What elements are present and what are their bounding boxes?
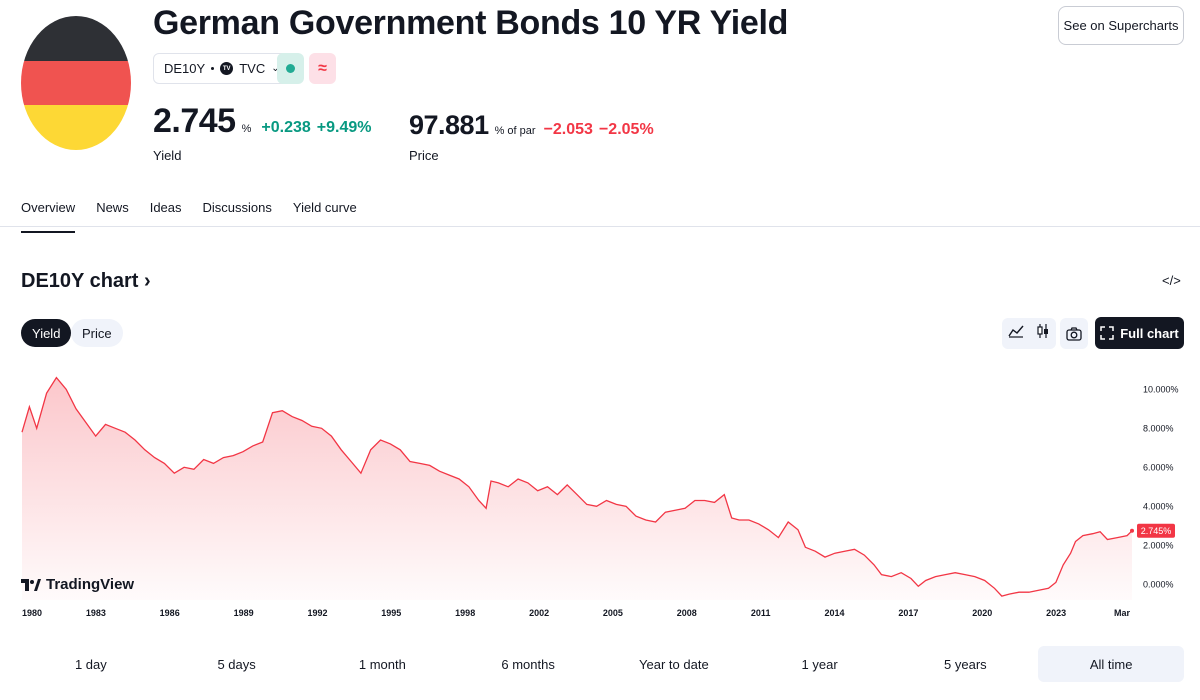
x-tick-label: 1986 bbox=[160, 608, 180, 618]
yield-chart[interactable]: 0.000% 2.000% 4.000% 6.000% 8.000% 10.000% 19… bbox=[0, 360, 1200, 630]
y-tick-label: 6.000% bbox=[1143, 462, 1174, 472]
range-1-month[interactable]: 1 month bbox=[358, 656, 406, 672]
price-toggle-button[interactable]: Price bbox=[71, 319, 123, 347]
full-chart-label: Full chart bbox=[1120, 325, 1179, 341]
range-6-months[interactable]: 6 months bbox=[501, 656, 555, 672]
yield-change-percent: +9.49% bbox=[316, 119, 372, 136]
tab-discussions[interactable]: Discussions bbox=[202, 200, 272, 215]
yield-line-series bbox=[21, 376, 1133, 597]
y-tick-label: 2.000% bbox=[1143, 540, 1174, 550]
tradingview-logo-icon bbox=[21, 578, 41, 591]
germany-flag-icon bbox=[21, 16, 131, 150]
y-tick-label: 4.000% bbox=[1143, 501, 1174, 511]
range-5-days[interactable]: 5 days bbox=[217, 656, 256, 672]
tab-ideas[interactable]: Ideas bbox=[149, 200, 182, 215]
x-tick-label: 1983 bbox=[86, 608, 106, 618]
x-tick-label: 1980 bbox=[22, 608, 42, 618]
tradingview-badge-icon: TV bbox=[220, 62, 234, 75]
embed-code-icon[interactable]: </> bbox=[1162, 273, 1181, 288]
tab-yield-curve[interactable]: Yield curve bbox=[292, 200, 357, 215]
chevron-right-icon: › bbox=[138, 270, 151, 292]
time-range-selector: 1 day 5 days 1 month 6 months Year to da… bbox=[18, 646, 1184, 682]
separator-dot bbox=[211, 67, 215, 70]
tradingview-logo-text: TradingView bbox=[46, 576, 135, 593]
yield-label: Yield bbox=[153, 148, 182, 163]
x-tick-label: 2023 bbox=[1046, 608, 1066, 618]
x-tick-label: 1992 bbox=[307, 608, 327, 618]
price-value: 97.881 bbox=[409, 110, 489, 140]
yield-unit: % bbox=[241, 123, 252, 135]
chart-heading-text: DE10Y chart bbox=[21, 270, 139, 292]
range-5-years[interactable]: 5 years bbox=[944, 656, 987, 672]
exchange-label: TVC bbox=[239, 61, 266, 76]
see-on-supercharts-button[interactable]: See on Supercharts bbox=[1058, 6, 1184, 45]
market-status-icon[interactable] bbox=[277, 53, 304, 84]
x-tick-label: 2002 bbox=[529, 608, 549, 618]
x-tick-label: 1989 bbox=[234, 608, 254, 618]
yield-quote: 2.745 % +0.238 +9.49% bbox=[153, 102, 371, 141]
x-tick-label: 2005 bbox=[603, 608, 623, 618]
x-tick-label: 2014 bbox=[824, 608, 844, 618]
y-tick-label: 8.000% bbox=[1143, 423, 1174, 433]
x-tick-label: 1998 bbox=[455, 608, 475, 618]
fullscreen-icon bbox=[1100, 326, 1114, 340]
delayed-data-icon[interactable]: ≈ bbox=[309, 53, 336, 84]
x-tick-label: 1995 bbox=[381, 608, 401, 618]
x-tick-label: 2011 bbox=[751, 608, 771, 618]
yield-value: 2.745 bbox=[153, 102, 236, 140]
chart-heading-link[interactable]: DE10Y chart › bbox=[21, 270, 151, 293]
candlestick-icon[interactable] bbox=[1036, 323, 1050, 344]
chevron-down-icon: ⌄ bbox=[271, 63, 280, 74]
yield-change: +0.238 bbox=[261, 119, 311, 136]
last-value-label: 2.745% bbox=[1141, 526, 1172, 536]
section-tabs: Overview News Ideas Discussions Yield cu… bbox=[21, 200, 357, 233]
price-change: −2.053 bbox=[543, 121, 593, 138]
x-tick-label: 2008 bbox=[677, 608, 697, 618]
range-year-to-date[interactable]: Year to date bbox=[639, 656, 709, 672]
price-change-percent: −2.05% bbox=[598, 121, 654, 138]
price-label: Price bbox=[409, 148, 439, 163]
x-tick-label: 2017 bbox=[898, 608, 918, 618]
symbol-selector[interactable]: DE10Y TV TVC ⌄ bbox=[153, 53, 291, 84]
x-tick-label: Mar bbox=[1114, 608, 1131, 618]
chart-style-group bbox=[1002, 318, 1056, 349]
camera-icon[interactable] bbox=[1060, 318, 1088, 349]
price-unit: % of par bbox=[494, 125, 536, 137]
tradingview-logo: TradingView bbox=[21, 576, 134, 593]
range-1-year[interactable]: 1 year bbox=[801, 656, 838, 672]
range-all-time[interactable]: All time bbox=[1038, 646, 1184, 682]
yield-toggle-button[interactable]: Yield bbox=[21, 319, 72, 347]
y-tick-label: 0.000% bbox=[1143, 579, 1174, 589]
area-chart-icon[interactable] bbox=[1008, 324, 1024, 343]
symbol-label: DE10Y bbox=[164, 61, 206, 76]
tabs-divider bbox=[0, 226, 1200, 227]
last-value-badge bbox=[1137, 523, 1175, 538]
x-tick-label: 2020 bbox=[972, 608, 992, 618]
y-tick-label: 10.000% bbox=[1143, 384, 1179, 394]
yield-area-fill bbox=[22, 377, 1132, 600]
tab-overview[interactable]: Overview bbox=[21, 200, 76, 233]
last-value-point bbox=[1130, 528, 1134, 533]
range-1-day[interactable]: 1 day bbox=[74, 656, 107, 672]
page-title: German Government Bonds 10 YR Yield bbox=[153, 4, 789, 42]
full-chart-button[interactable]: Full chart bbox=[1095, 317, 1184, 349]
tab-news[interactable]: News bbox=[96, 200, 129, 215]
price-quote: 97.881 % of par −2.053 −2.05% bbox=[409, 110, 654, 141]
